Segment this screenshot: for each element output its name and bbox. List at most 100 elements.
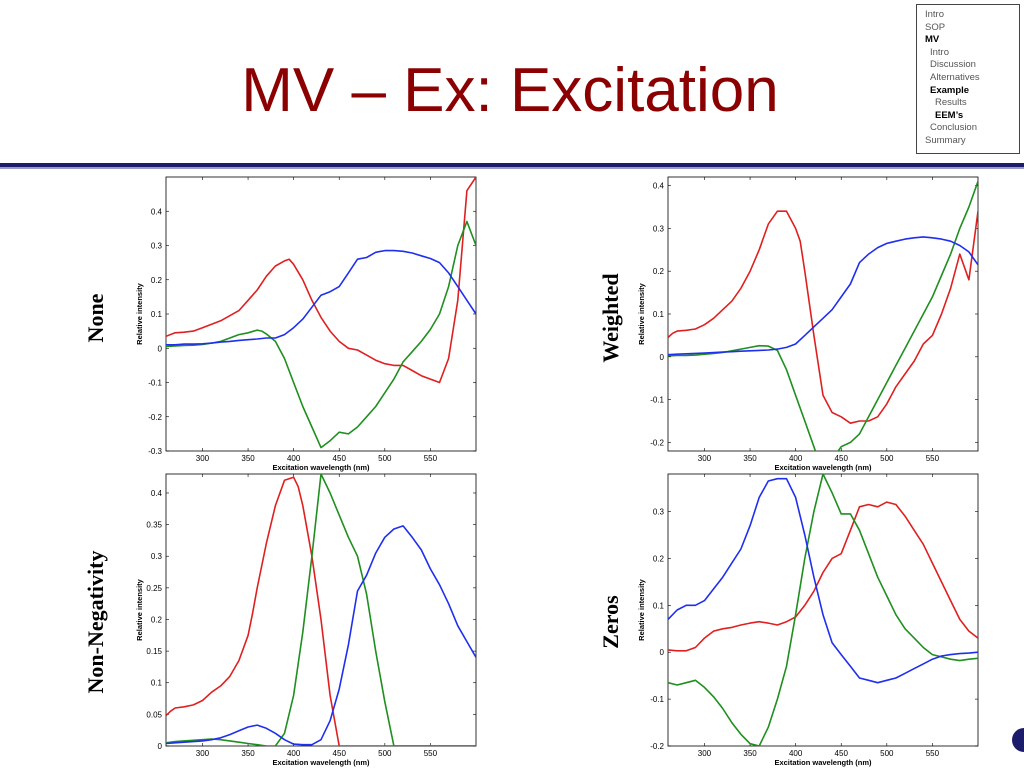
- row-label-weighted: Weighted: [598, 273, 623, 363]
- red-series-line: [166, 177, 476, 384]
- y-tick-label: 0.3: [151, 242, 163, 251]
- nav-item-results[interactable]: Results: [935, 97, 967, 109]
- y-tick-label: 0.2: [653, 554, 665, 563]
- x-tick-label: 550: [926, 454, 940, 463]
- plot-frame: [165, 473, 477, 747]
- y-axis-label: Relative intensity: [135, 282, 144, 345]
- nav-item-example[interactable]: Example: [930, 84, 970, 96]
- x-axis-label: Excitation wavelength (nm): [272, 758, 370, 767]
- x-tick-label: 300: [698, 454, 712, 463]
- x-axis-label: Excitation wavelength (nm): [272, 463, 370, 472]
- x-axis-label: Excitation wavelength (nm): [774, 463, 872, 472]
- nav-item-intro[interactable]: Intro: [930, 46, 950, 58]
- x-tick-label: 300: [196, 749, 210, 758]
- y-tick-label: 0: [660, 648, 665, 657]
- nav-item-intro[interactable]: Intro: [925, 9, 945, 20]
- x-tick-label: 450: [333, 454, 347, 463]
- x-tick-label: 500: [378, 454, 392, 463]
- y-tick-label: -0.1: [148, 379, 162, 388]
- y-tick-label: 0.2: [151, 615, 163, 624]
- y-tick-label: 0: [660, 353, 665, 362]
- x-tick-label: 350: [743, 749, 757, 758]
- row-label-none: None: [83, 293, 108, 343]
- x-tick-label: 450: [835, 749, 849, 758]
- x-tick-label: 400: [789, 749, 803, 758]
- blue-series-line: [668, 477, 978, 684]
- y-axis-label: Relative intensity: [637, 578, 646, 641]
- nav-item-alternatives[interactable]: Alternatives: [930, 71, 980, 83]
- green-series-line: [668, 474, 978, 746]
- y-tick-label: 0.1: [653, 310, 665, 319]
- x-tick-label: 350: [743, 454, 757, 463]
- y-tick-label: 0.1: [151, 310, 163, 319]
- nav-item-mv[interactable]: MV: [925, 34, 940, 46]
- x-tick-label: 350: [241, 749, 255, 758]
- x-tick-label: 500: [880, 749, 894, 758]
- blue-series-line: [166, 249, 476, 346]
- x-tick-label: 400: [287, 454, 301, 463]
- nav-item-sop[interactable]: SOP: [925, 21, 946, 33]
- header-rule-light: [0, 167, 1024, 169]
- y-tick-label: 0.3: [151, 552, 163, 561]
- x-tick-label: 400: [287, 749, 301, 758]
- y-axis-label: Relative intensity: [637, 282, 646, 345]
- x-tick-label: 300: [698, 749, 712, 758]
- plot-frame: [165, 176, 477, 452]
- y-tick-label: 0.15: [146, 647, 162, 656]
- chart-nonneg: 300 350 400 450 500 550 0 0.05 0.1 0.15 0.2 0.25 0.3…: [135, 473, 477, 767]
- red-series-line: [166, 476, 476, 746]
- y-tick-label: 0.4: [151, 207, 163, 216]
- red-series-line: [668, 501, 978, 652]
- x-tick-label: 500: [378, 749, 392, 758]
- corner-decoration: [1012, 728, 1024, 752]
- y-tick-label: -0.2: [650, 742, 664, 751]
- y-tick-label: 0.1: [151, 679, 163, 688]
- section-nav-box: Intro SOP MV Intro Discussion Alternatives Exa…: [916, 4, 1020, 154]
- y-tick-label: -0.2: [650, 438, 664, 447]
- green-series-line: [166, 474, 476, 746]
- x-tick-label: 550: [424, 749, 438, 758]
- x-tick-label: 350: [241, 454, 255, 463]
- nav-item-summary[interactable]: Summary: [925, 134, 966, 146]
- chart-zeros: 300 350 400 450 500 550 -0.2 -0.1 0 0.1 0.2 0.3 Exci…: [637, 473, 979, 767]
- slide-title: MV – Ex: Excitation: [241, 56, 779, 125]
- y-tick-label: 0.2: [653, 267, 665, 276]
- red-series-line: [668, 210, 978, 424]
- y-tick-label: 0.35: [146, 521, 162, 530]
- y-tick-label: 0.05: [146, 710, 162, 719]
- y-tick-label: 0.25: [146, 584, 162, 593]
- chart-weighted: 300 350 400 450 500 550 -0.2 -0.1 0 0.1 0.2 0.3 0.4 E…: [637, 176, 979, 472]
- y-tick-label: -0.1: [650, 695, 664, 704]
- y-axis-label: Relative intensity: [135, 578, 144, 641]
- blue-series-line: [668, 236, 978, 356]
- y-tick-label: -0.1: [650, 396, 664, 405]
- x-tick-label: 500: [880, 454, 894, 463]
- x-tick-label: 450: [333, 749, 347, 758]
- chart-none: 300 350 400 450 500 550 -0.3 -0.2 -0.1 0 0.1 0.2 0.3…: [135, 176, 477, 472]
- y-tick-label: 0.3: [653, 508, 665, 517]
- x-tick-label: 450: [835, 454, 849, 463]
- y-tick-label: 0.4: [653, 182, 665, 191]
- y-tick-label: 0.1: [653, 601, 665, 610]
- x-tick-label: 550: [926, 749, 940, 758]
- nav-item-conclusion[interactable]: Conclusion: [930, 122, 977, 134]
- x-tick-label: 400: [789, 454, 803, 463]
- x-axis-label: Excitation wavelength (nm): [774, 758, 872, 767]
- plot-frame: [667, 473, 979, 747]
- nav-item-discussion[interactable]: Discussion: [930, 59, 976, 71]
- y-tick-label: 0.3: [653, 224, 665, 233]
- y-tick-label: -0.3: [148, 447, 162, 456]
- row-label-nonneg: Non-Negativity: [83, 550, 108, 694]
- nav-item-eem-s[interactable]: EEM’s: [935, 109, 964, 121]
- row-label-zeros: Zeros: [598, 595, 623, 649]
- y-tick-label: 0.4: [151, 489, 163, 498]
- y-tick-label: -0.2: [148, 413, 162, 422]
- x-tick-label: 300: [196, 454, 210, 463]
- x-tick-label: 550: [424, 454, 438, 463]
- plot-frame: [667, 176, 979, 452]
- y-tick-label: 0: [158, 742, 163, 751]
- header-rule: [0, 163, 1024, 167]
- y-tick-label: 0.2: [151, 276, 163, 285]
- blue-series-line: [166, 525, 476, 746]
- y-tick-label: 0: [158, 344, 163, 353]
